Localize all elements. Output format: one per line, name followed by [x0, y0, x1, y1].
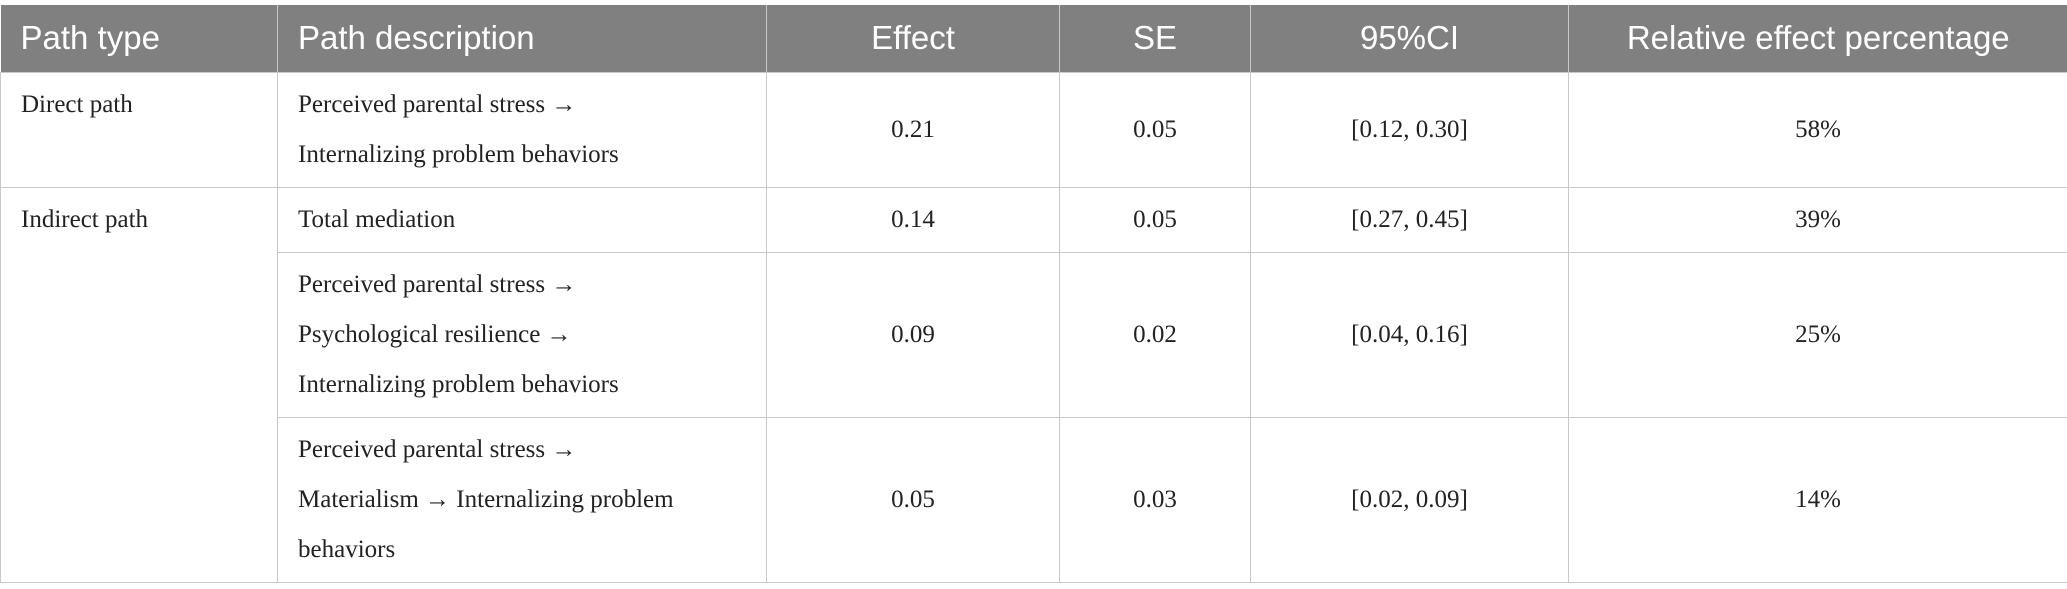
relative-effect-cell: 58% — [1568, 71, 2067, 188]
ci-cell: [0.27, 0.45] — [1250, 186, 1569, 253]
description-line: Internalizing problem behaviors — [298, 140, 619, 168]
se-cell: 0.03 — [1059, 416, 1251, 583]
se-cell: 0.02 — [1059, 251, 1251, 418]
effect-cell: 0.14 — [766, 186, 1060, 253]
path-description-cell: Perceived parental stress → Materialism … — [277, 416, 767, 583]
relative-effect-cell: 39% — [1568, 186, 2067, 253]
ci-cell: [0.04, 0.16] — [1250, 251, 1569, 418]
header-path-type: Path type — [0, 5, 278, 72]
path-type-cell: Direct path — [0, 71, 278, 188]
description-line: Perceived parental stress → — [298, 270, 577, 298]
header-ci: 95%CI — [1250, 5, 1569, 72]
ci-cell: [0.12, 0.30] — [1250, 71, 1569, 188]
header-row: Path type Path description Effect SE 95%… — [0, 5, 2067, 72]
se-cell: 0.05 — [1059, 71, 1251, 188]
description-line: Perceived parental stress → — [298, 435, 577, 463]
table-row: Perceived parental stress → Materialism … — [1, 416, 2067, 583]
description-line: Total mediation — [298, 205, 456, 233]
header-path-description: Path description — [277, 5, 767, 72]
table-row: Perceived parental stress → Psychologica… — [1, 251, 2067, 418]
relative-effect-cell: 14% — [1568, 416, 2067, 583]
description-line: behaviors — [298, 535, 396, 563]
description-line: Perceived parental stress → — [298, 90, 577, 118]
mediation-effects-table: Path type Path description Effect SE 95%… — [0, 5, 2067, 583]
effect-cell: 0.05 — [766, 416, 1060, 583]
path-type-cell: Indirect path — [0, 186, 278, 583]
ci-cell: [0.02, 0.09] — [1250, 416, 1569, 583]
table-body: Direct path Perceived parental stress → … — [0, 71, 2067, 583]
table-header: Path type Path description Effect SE 95%… — [0, 5, 2067, 72]
effect-cell: 0.21 — [766, 71, 1060, 188]
description-line: Psychological resilience → — [298, 320, 572, 348]
header-effect: Effect — [766, 5, 1060, 72]
table-row: Direct path Perceived parental stress → … — [0, 71, 2067, 188]
header-relative-effect: Relative effect percentage — [1568, 5, 2067, 72]
header-se: SE — [1059, 5, 1251, 72]
description-line: Internalizing problem behaviors — [298, 370, 619, 398]
path-description-cell: Total mediation — [277, 186, 767, 253]
description-line: Materialism → Internalizing problem — [298, 485, 674, 513]
relative-effect-cell: 25% — [1568, 251, 2067, 418]
table-row: Indirect path Total mediation 0.14 0.05 … — [0, 186, 2067, 583]
path-description-cell: Perceived parental stress → Psychologica… — [277, 251, 767, 418]
se-cell: 0.05 — [1059, 186, 1251, 253]
path-description-cell: Perceived parental stress → Internalizin… — [277, 71, 767, 188]
effect-cell: 0.09 — [766, 251, 1060, 418]
mediation-effects-table-container: Path type Path description Effect SE 95%… — [0, 5, 2067, 583]
